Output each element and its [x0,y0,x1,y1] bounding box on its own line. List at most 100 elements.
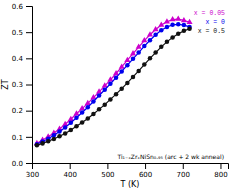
data-point [175,16,181,21]
data-point [142,62,147,67]
data-point [57,134,62,139]
data-point [136,69,141,74]
y-axis: 0.00.10.20.30.40.50.6 [12,3,33,168]
tick-label: 300 [26,171,39,179]
data-point [86,105,91,110]
tick: 300 [26,163,39,179]
data-point [124,57,130,62]
data-point [114,92,119,97]
data-point [57,129,62,134]
data-point [80,110,85,115]
data-point [69,120,74,125]
tick: 700 [177,163,190,179]
tick-label: 0.3 [12,81,23,89]
data-point [165,40,170,45]
tick-label: 800 [214,171,227,179]
tick-mark [26,111,32,112]
legend-entry: x = 0 [205,19,225,26]
tick-mark [145,163,146,169]
tick-mark [26,137,32,138]
data-point [142,44,147,49]
data-point [131,75,136,80]
data-point [74,124,79,129]
data-point [158,22,164,27]
legend: x = 0.05x = 0x = 0.5 [194,10,225,35]
tick: 800 [214,163,227,179]
data-point [182,29,187,34]
data-point [108,97,113,102]
data-point [52,137,57,142]
data-point [63,131,68,136]
data-point [136,50,141,55]
data-point [136,44,142,49]
data-point [73,110,79,115]
data-point [119,69,124,74]
tick-label: 0.1 [12,134,23,142]
data-point [125,81,130,86]
data-point [148,56,153,61]
plot-area: 3004005006007008000.00.10.20.30.40.50.6x… [1,3,229,189]
tick-label: 600 [139,171,152,179]
tick-mark [183,163,184,169]
data-point [74,115,79,120]
tick: 500 [101,163,114,179]
tick-label: 0.6 [12,3,24,11]
data-point [108,81,113,86]
data-point [119,63,125,68]
data-point [153,50,158,55]
data-point [46,139,51,144]
tick-label: 0.0 [12,160,23,168]
y-axis-title: ZT [1,79,10,89]
tick-mark [26,58,32,59]
tick: 400 [64,163,77,179]
tick-mark [107,163,108,169]
tick-label: 700 [177,171,190,179]
tick: 0.3 [12,81,32,89]
data-point [80,120,85,125]
data-point [125,63,130,68]
tick-mark [26,6,32,7]
data-point [176,31,181,36]
tick-label: 500 [101,171,114,179]
data-point [40,141,45,146]
tick-mark [26,163,32,164]
data-point [102,102,107,107]
tick-mark [70,163,71,169]
x-axis-title: T (K) [120,180,140,189]
data-point [170,16,176,21]
tick-mark [26,85,32,86]
tick: 0.4 [12,55,32,63]
data-point [130,50,136,55]
data-point [170,35,175,40]
data-point [170,23,175,28]
data-point [141,37,147,42]
data-point [176,22,181,27]
tick: 0.1 [12,134,32,142]
data-point [159,45,164,50]
data-point [69,128,74,133]
series-line [37,19,190,143]
data-point [153,26,159,31]
tick: 600 [139,163,152,179]
data-point [79,105,85,110]
legend-entry: x = 0.5 [198,28,225,35]
data-point [86,116,91,121]
data-point [165,25,170,30]
data-point [147,31,153,36]
data-point [102,87,107,92]
tick: 0.2 [12,107,32,115]
tick-label: 400 [64,171,77,179]
x-axis-line [33,164,229,170]
data-point [35,143,40,148]
y-axis-line [26,7,33,164]
tick-label: 0.4 [12,55,24,63]
x-axis: 300 400 500 600 700 800 [26,163,229,179]
data-point [97,93,102,98]
data-point [181,17,187,22]
chart: 3004005006007008000.00.10.20.30.40.50.6x… [0,0,234,189]
data-point [97,107,102,112]
data-point [119,86,124,91]
series-line [37,29,190,145]
data-point [114,75,119,80]
series-group [34,16,193,148]
